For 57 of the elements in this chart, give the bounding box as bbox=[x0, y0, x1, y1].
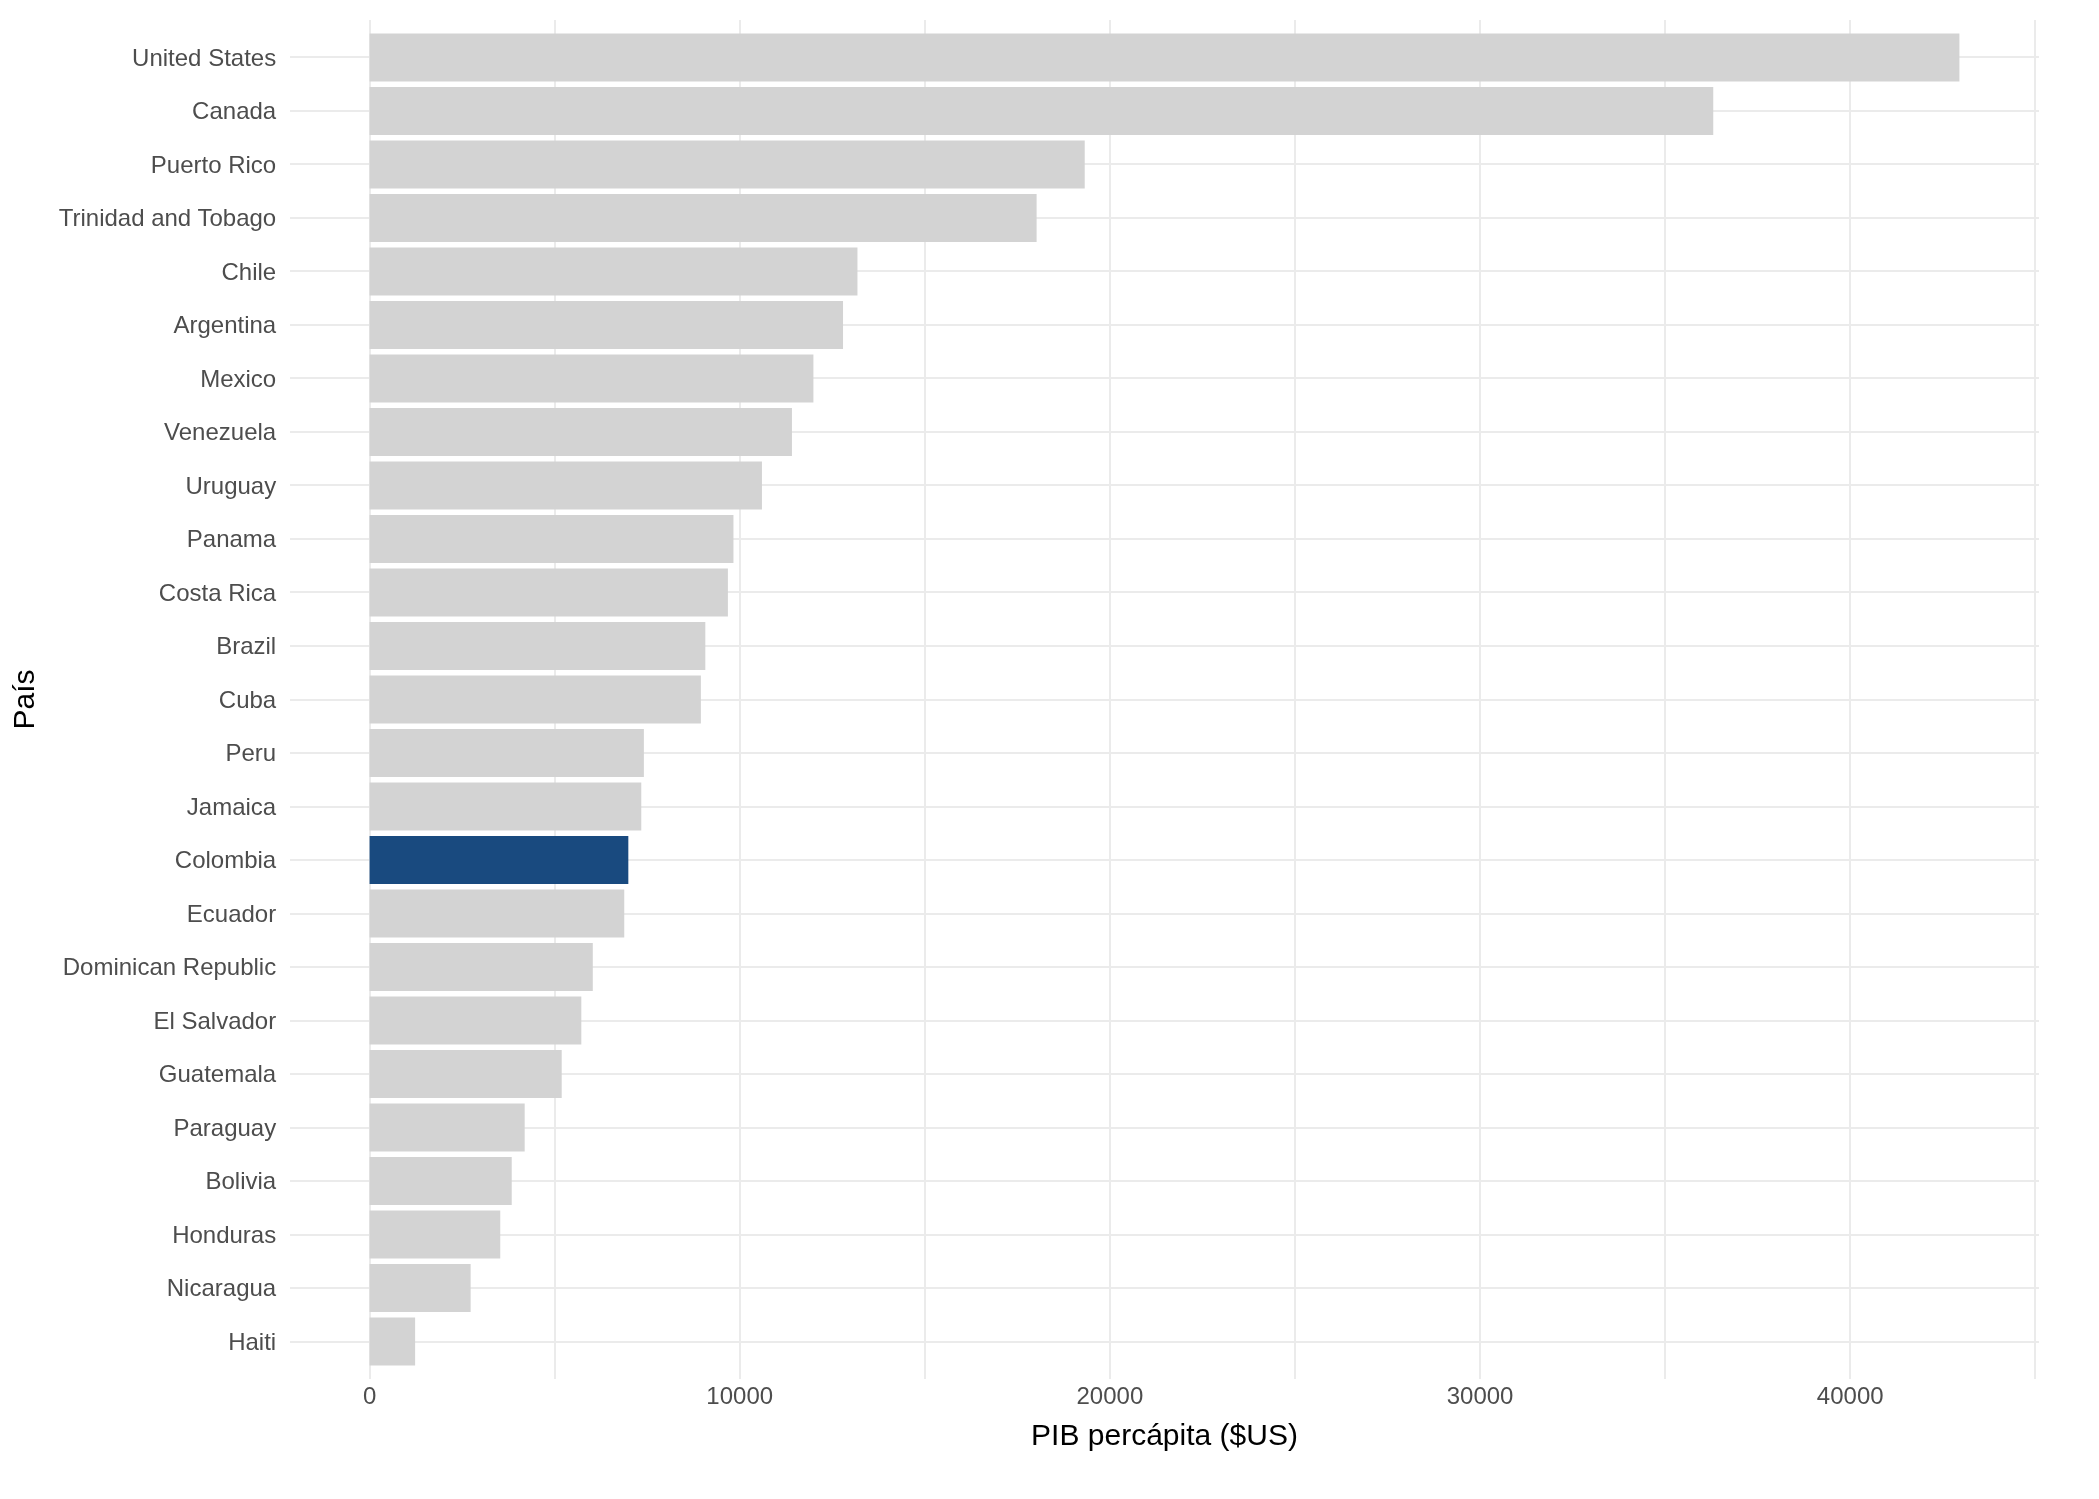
bar bbox=[369, 1156, 512, 1206]
bar bbox=[369, 996, 582, 1045]
x-axis-title: PIB percápita ($US) bbox=[1031, 1417, 1298, 1451]
y-tick-label: Chile bbox=[221, 257, 277, 285]
y-tick-label: Dominican Republic bbox=[62, 953, 277, 981]
x-tick-label: 10000 bbox=[706, 1382, 774, 1409]
y-tick-label: Panama bbox=[186, 525, 277, 553]
x-tick-label: 0 bbox=[362, 1382, 377, 1409]
bar bbox=[369, 300, 844, 350]
bar bbox=[369, 621, 706, 671]
bar bbox=[369, 354, 814, 403]
bar bbox=[369, 782, 642, 831]
bar bbox=[369, 33, 1960, 82]
y-tick-label: Venezuela bbox=[164, 418, 277, 446]
y-tick-label: Uruguay bbox=[185, 471, 277, 499]
bar bbox=[369, 942, 593, 992]
bar bbox=[369, 1263, 471, 1313]
bar bbox=[369, 514, 734, 564]
bar bbox=[369, 140, 1085, 189]
bar bbox=[369, 1103, 525, 1152]
y-tick-label: Cuba bbox=[218, 685, 277, 713]
y-tick-label: Brazil bbox=[216, 632, 277, 660]
bar bbox=[369, 461, 762, 510]
y-tick-label: Costa Rica bbox=[158, 578, 277, 606]
bar bbox=[369, 568, 728, 617]
y-axis-title: País bbox=[6, 669, 40, 730]
y-tick-label: Canada bbox=[192, 97, 277, 125]
y-tick-label: Puerto Rico bbox=[150, 150, 277, 178]
bar bbox=[369, 1049, 562, 1099]
x-tick-label: 20000 bbox=[1076, 1382, 1144, 1409]
y-tick-label: Argentina bbox=[173, 311, 277, 339]
y-tick-label: Jamaica bbox=[186, 792, 277, 820]
bar bbox=[369, 1317, 416, 1366]
bar bbox=[369, 193, 1037, 243]
bar bbox=[369, 86, 1714, 136]
y-tick-label: Bolivia bbox=[205, 1167, 277, 1195]
y-tick-label: Mexico bbox=[200, 364, 277, 392]
y-tick-label: Paraguay bbox=[173, 1113, 277, 1141]
bar bbox=[369, 675, 701, 724]
y-tick-label: Nicaragua bbox=[166, 1274, 277, 1302]
bar bbox=[369, 728, 644, 778]
bar bbox=[369, 889, 625, 938]
y-tick-label: Colombia bbox=[174, 846, 277, 874]
y-tick-label: Honduras bbox=[172, 1220, 277, 1248]
bar bbox=[369, 1210, 501, 1259]
x-tick-label: 30000 bbox=[1446, 1382, 1514, 1409]
y-tick-label: Peru bbox=[225, 739, 277, 767]
bar bbox=[369, 835, 629, 885]
x-tick-label: 40000 bbox=[1816, 1382, 1884, 1409]
bar bbox=[369, 247, 858, 296]
bar bbox=[369, 407, 792, 457]
y-tick-label: Trinidad and Tobago bbox=[58, 204, 277, 232]
y-tick-label: Ecuador bbox=[186, 899, 277, 927]
y-tick-label: United States bbox=[132, 43, 277, 71]
y-tick-label: Haiti bbox=[228, 1327, 277, 1355]
y-tick-label: Guatemala bbox=[158, 1060, 277, 1088]
y-tick-label: El Salvador bbox=[153, 1006, 277, 1034]
